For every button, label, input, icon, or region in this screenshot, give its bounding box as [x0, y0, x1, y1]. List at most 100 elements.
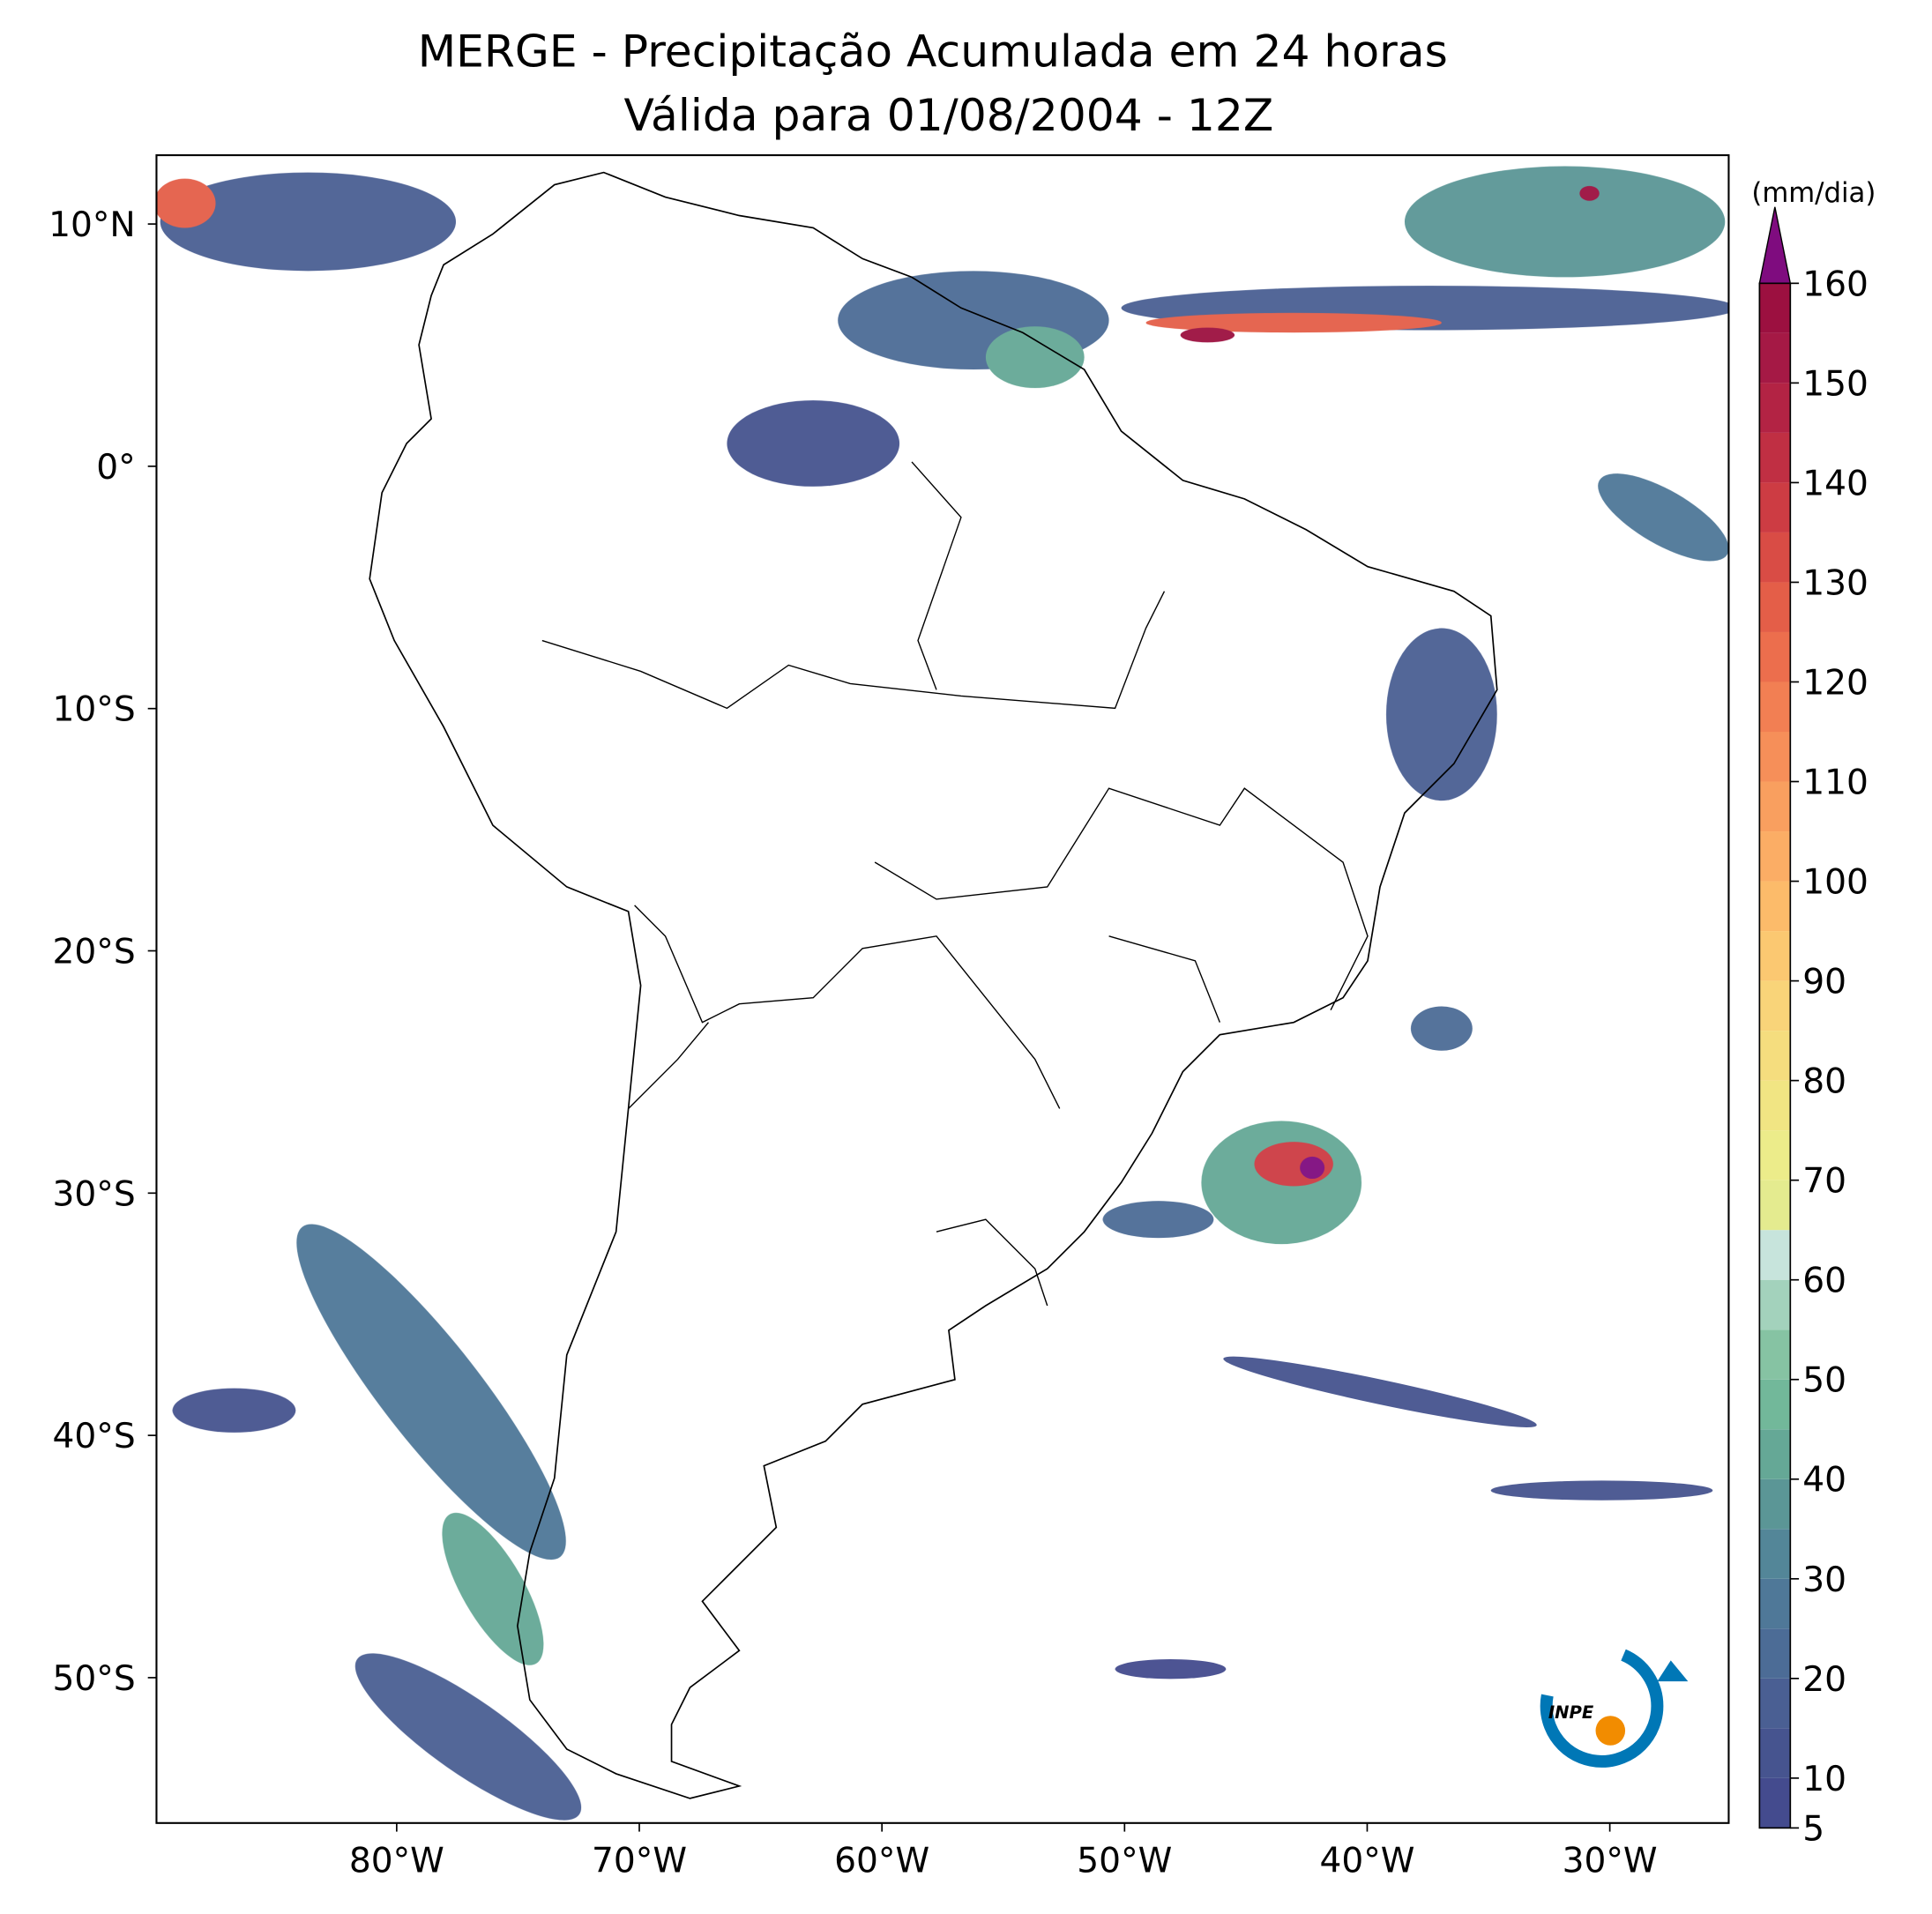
rain-area [160, 172, 457, 272]
precipitation [156, 166, 1729, 1821]
rain-area [1579, 185, 1600, 201]
logo: INPE [1540, 1644, 1689, 1768]
colorbar-segment [1759, 1379, 1791, 1430]
chart-title: MERGE - Precipitação Acumulada em 24 hor… [418, 25, 1448, 77]
rain-area [1404, 166, 1726, 278]
rain-area [727, 400, 900, 487]
colorbar-segment [1759, 1230, 1791, 1280]
colorbar-segment [1759, 1279, 1791, 1330]
y-tick-label: 10°N [48, 205, 136, 245]
colorbar-segment [1759, 1478, 1791, 1530]
rain-area [172, 1388, 296, 1433]
colorbar-segment [1759, 383, 1791, 433]
colorbar-segment [1759, 1130, 1791, 1180]
colorbar-tick-label: 100 [1802, 863, 1869, 903]
border-line [936, 1218, 1048, 1307]
colorbar-segment [1759, 1329, 1791, 1380]
border-line [628, 1022, 709, 1109]
colorbar-segment [1759, 980, 1791, 1031]
border-line [911, 461, 962, 690]
chart-subtitle: Válida para 01/08/2004 - 12Z [624, 89, 1274, 141]
colorbar-segment [1759, 482, 1791, 532]
colorbar-segment [1759, 732, 1791, 782]
rain-area [296, 1224, 566, 1560]
y-tick-label: 50°S [53, 1659, 136, 1699]
colorbar-extend [1758, 206, 1792, 285]
colorbar-tick-label: 40 [1802, 1461, 1846, 1501]
colorbar-tick-label: 70 [1802, 1162, 1846, 1202]
colorbar-tick-label: 5 [1802, 1809, 1824, 1849]
colorbar-segment [1759, 631, 1791, 682]
colorbar-segment [1759, 681, 1791, 733]
colorbar-tick-label: 60 [1802, 1262, 1846, 1301]
colorbar-tick-label: 110 [1802, 763, 1869, 802]
rain-area [1102, 1201, 1214, 1239]
rain-area [156, 178, 216, 228]
colorbar-tick-label: 90 [1802, 963, 1846, 1002]
y-tick-label: 20°S [53, 932, 136, 972]
rain-area [1490, 1480, 1713, 1501]
colorbar-frame [1758, 282, 1792, 1829]
colorbar-segment [1759, 1777, 1791, 1828]
y-tick-label: 30°S [53, 1174, 136, 1214]
colorbar-segment [1759, 582, 1791, 632]
x-tick-label: 40°W [1319, 1842, 1414, 1881]
rain-area [1410, 1006, 1473, 1051]
x-tick-label: 30°W [1563, 1842, 1658, 1881]
colorbar-segment [1759, 1578, 1791, 1629]
rain-area [985, 326, 1085, 389]
rain-area [1385, 628, 1497, 801]
colorbar-segment [1759, 1080, 1791, 1131]
colorbar-segment [1759, 931, 1791, 981]
colorbar-segment [1759, 781, 1791, 832]
x-tick-label: 70°W [592, 1842, 687, 1881]
colorbar-tick-label: 80 [1802, 1062, 1846, 1102]
border-line [541, 591, 1166, 710]
colorbar-segment [1759, 1628, 1791, 1679]
map-area [156, 166, 1729, 1821]
colorbar-tick-label: 140 [1802, 464, 1869, 503]
border-line [634, 905, 1061, 1109]
colorbar-label: (mm/dia) [1751, 177, 1876, 209]
colorbar-segment [1759, 283, 1791, 333]
rain-area [1300, 1156, 1325, 1180]
colorbar-tick-label: 50 [1802, 1361, 1846, 1401]
colorbar-segment [1759, 332, 1791, 384]
colorbar-tick-label: 130 [1802, 563, 1869, 603]
rain-area [1180, 327, 1235, 343]
rain-area [1223, 1356, 1537, 1427]
colorbar-segment [1759, 432, 1791, 483]
logo-dot [1595, 1716, 1626, 1746]
rain-area [1115, 1658, 1227, 1679]
border-line [874, 787, 1369, 1010]
border-line [1108, 935, 1220, 1023]
x-tick-label: 80°W [349, 1842, 444, 1881]
colorbar-segment [1759, 1728, 1791, 1778]
colorbar-tick-label: 10 [1802, 1760, 1846, 1799]
continent-outline [369, 171, 1498, 1799]
colorbar-tick-label: 120 [1802, 663, 1869, 703]
x-tick-label: 50°W [1077, 1842, 1172, 1881]
y-tick-label: 0° [96, 448, 135, 488]
colorbar-tick-label: 160 [1802, 264, 1869, 304]
y-tick-label: 40°S [53, 1417, 136, 1456]
colorbar-segment [1759, 881, 1791, 932]
y-tick-label: 10°S [53, 690, 136, 730]
colorbar-segment [1759, 1529, 1791, 1579]
colorbar-segment [1759, 1180, 1791, 1231]
colorbar-tick-label: 20 [1802, 1660, 1846, 1700]
rain-area [1145, 312, 1442, 333]
colorbar-segment [1759, 1678, 1791, 1729]
colorbar-tick-label: 150 [1802, 364, 1869, 404]
colorbar-segment [1759, 831, 1791, 882]
rain-area [354, 1653, 582, 1821]
x-tick-label: 60°W [834, 1842, 929, 1881]
colorbar-segment [1759, 532, 1791, 583]
colorbar-tick-label: 30 [1802, 1560, 1846, 1600]
map-frame [155, 153, 1730, 1824]
colorbar-segment [1759, 1429, 1791, 1479]
logo-arrow [1657, 1660, 1689, 1682]
logo-ring [1540, 1644, 1664, 1768]
